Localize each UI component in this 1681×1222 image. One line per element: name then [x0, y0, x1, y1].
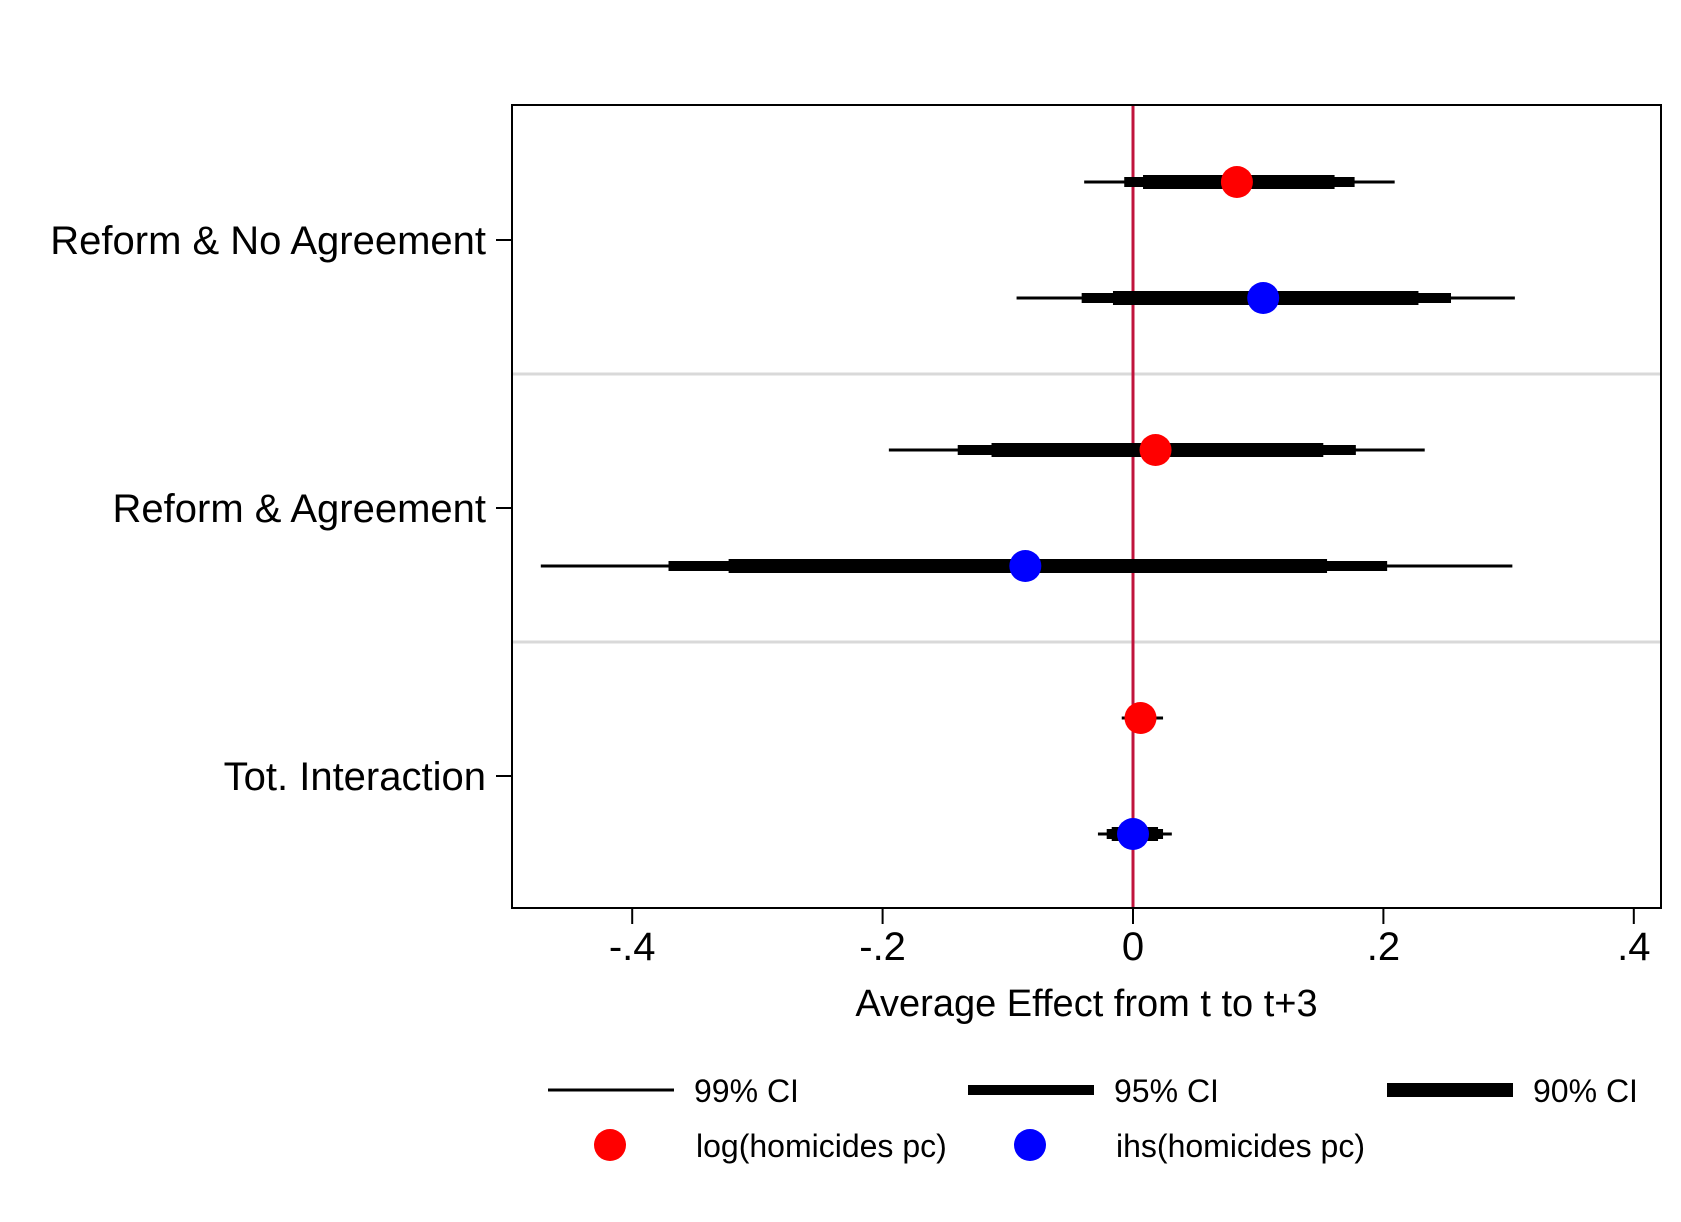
legend-label-log-homicides-pc: log(homicides pc) [696, 1128, 947, 1164]
legend-label-ihs-homicides-pc: ihs(homicides pc) [1116, 1128, 1365, 1164]
x-axis-title: Average Effect from t to t+3 [855, 983, 1317, 1025]
point-tot-interaction-ihs-homicides-pc [1117, 818, 1149, 850]
legend-label-95-ci: 95% CI [1114, 1073, 1219, 1109]
legend-key-log-homicides-pc [594, 1129, 626, 1161]
x-tick-label: .2 [1367, 925, 1400, 969]
x-axis: -.4 -.2 0 .2 .4 [609, 908, 1650, 969]
x-tick-label: 0 [1122, 925, 1144, 969]
x-tick-label: -.2 [859, 925, 906, 969]
point-reform-agreement-log-homicides-pc [1139, 434, 1172, 466]
y-axis: Reform & No Agreement Reform & Agreement T… [50, 219, 512, 799]
y-tick-label-reform-no-agreement: Reform & No Agreement [50, 219, 486, 263]
point-reform-agreement-ihs-homicides-pc [1009, 550, 1042, 582]
group-separators [512, 372, 1661, 644]
legend-label-99-ci: 99% CI [694, 1073, 799, 1109]
x-tick-label: .4 [1617, 925, 1650, 969]
y-tick-label-tot-interaction: Tot. Interaction [224, 755, 486, 799]
point-reform-no-agreement-ihs-homicides-pc [1247, 282, 1280, 314]
plot-frame [511, 104, 1662, 909]
legend: 99% CI 95% CI 90% CI log(homicides pc) ihs(h… [548, 1073, 1638, 1164]
x-tick-label: -.4 [609, 925, 656, 969]
legend-label-90-ci: 90% CI [1533, 1073, 1638, 1109]
point-reform-no-agreement-log-homicides-pc [1220, 166, 1253, 198]
point-estimates [1009, 166, 1280, 850]
legend-key-ihs-homicides-pc [1014, 1129, 1046, 1161]
y-tick-label-reform-agreement: Reform & Agreement [113, 487, 487, 531]
point-tot-interaction-log-homicides-pc [1124, 702, 1157, 734]
